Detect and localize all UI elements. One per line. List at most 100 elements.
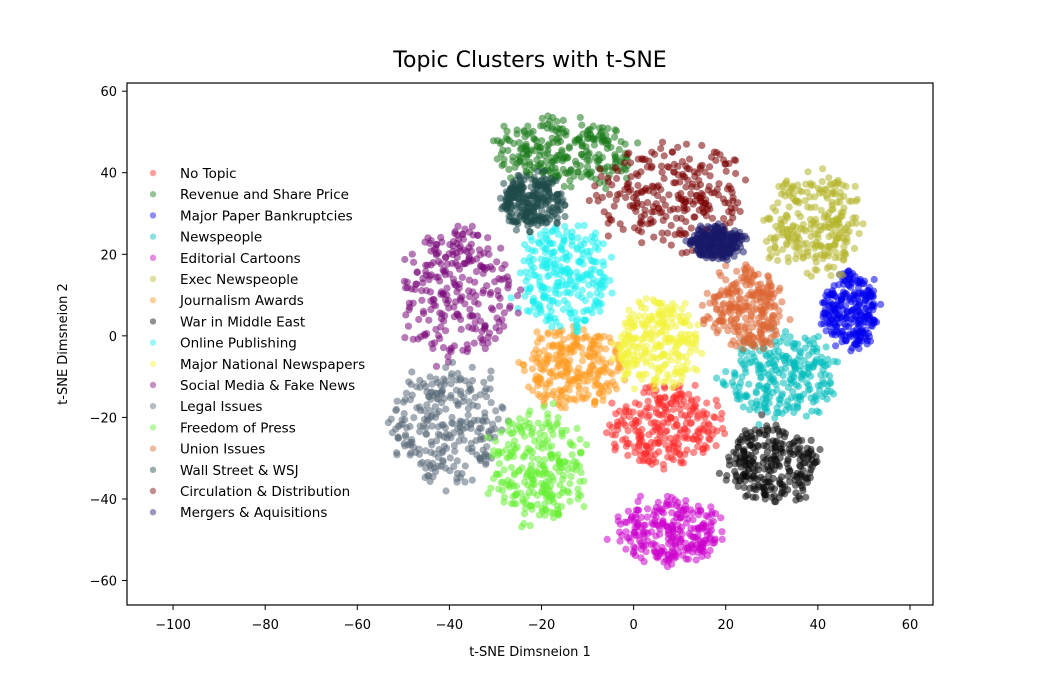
point <box>664 229 672 237</box>
point <box>743 235 751 243</box>
point <box>487 367 495 375</box>
point <box>625 534 633 542</box>
x-tick-label: −60 <box>344 618 371 633</box>
point <box>772 331 781 339</box>
point <box>826 318 834 326</box>
point <box>517 286 525 294</box>
point <box>658 138 667 146</box>
point <box>718 528 726 536</box>
point <box>714 402 722 410</box>
point <box>448 413 456 422</box>
point <box>555 457 563 465</box>
point <box>534 455 542 463</box>
point <box>534 382 542 390</box>
point <box>526 208 534 217</box>
point <box>400 410 408 418</box>
point <box>440 375 448 383</box>
point <box>454 369 462 378</box>
point <box>545 140 553 148</box>
point <box>637 353 646 361</box>
point <box>471 278 479 286</box>
point <box>493 470 501 478</box>
point <box>499 487 507 495</box>
point <box>431 339 439 347</box>
point <box>463 341 471 349</box>
point <box>658 168 666 176</box>
point <box>707 503 715 511</box>
point <box>619 340 627 348</box>
point <box>771 414 779 422</box>
point <box>727 340 735 348</box>
point <box>864 311 872 319</box>
point <box>808 407 816 415</box>
point <box>689 200 697 208</box>
point <box>575 490 583 498</box>
point <box>830 312 838 321</box>
point <box>644 505 652 513</box>
point <box>441 424 449 432</box>
point <box>656 438 664 446</box>
point <box>437 288 445 296</box>
point <box>500 322 508 330</box>
point <box>486 385 494 393</box>
point <box>685 330 694 338</box>
point <box>644 413 652 421</box>
point <box>563 256 571 264</box>
point <box>497 244 505 252</box>
legend-marker <box>149 487 157 495</box>
point <box>613 422 622 430</box>
point <box>638 425 646 434</box>
point <box>790 450 798 459</box>
point <box>771 441 779 449</box>
point <box>422 447 430 455</box>
point <box>573 328 582 336</box>
point <box>533 338 542 346</box>
point <box>595 298 603 306</box>
point <box>596 345 604 353</box>
point <box>448 370 456 378</box>
point <box>558 146 566 154</box>
point <box>526 446 534 454</box>
point <box>566 497 574 505</box>
point <box>659 378 667 386</box>
legend-label: Freedom of Press <box>180 420 296 436</box>
point <box>765 214 774 222</box>
point <box>483 282 491 290</box>
point <box>641 206 649 214</box>
point <box>466 312 474 320</box>
point <box>604 232 612 240</box>
point <box>801 227 810 235</box>
point <box>778 473 786 481</box>
point <box>750 474 759 482</box>
point <box>682 198 690 206</box>
point <box>610 202 618 210</box>
point <box>704 186 712 194</box>
point <box>764 289 773 297</box>
point <box>384 419 392 427</box>
point <box>715 180 723 188</box>
point <box>652 458 660 466</box>
point <box>637 432 645 440</box>
point <box>747 266 755 274</box>
x-axis-label: t-SNE Dimsneion 1 <box>469 645 591 660</box>
point <box>428 422 436 430</box>
point <box>506 302 514 310</box>
point <box>400 439 408 448</box>
point <box>736 322 744 330</box>
point <box>818 358 827 366</box>
point <box>838 212 846 220</box>
point <box>540 167 548 175</box>
point <box>485 250 493 258</box>
point <box>779 449 788 457</box>
point <box>545 419 553 427</box>
point <box>484 234 492 242</box>
point <box>816 386 824 395</box>
point <box>514 309 522 317</box>
point <box>538 114 546 122</box>
point <box>585 149 593 157</box>
point <box>563 393 571 401</box>
point <box>550 268 558 276</box>
point <box>668 548 676 556</box>
point <box>464 411 472 419</box>
